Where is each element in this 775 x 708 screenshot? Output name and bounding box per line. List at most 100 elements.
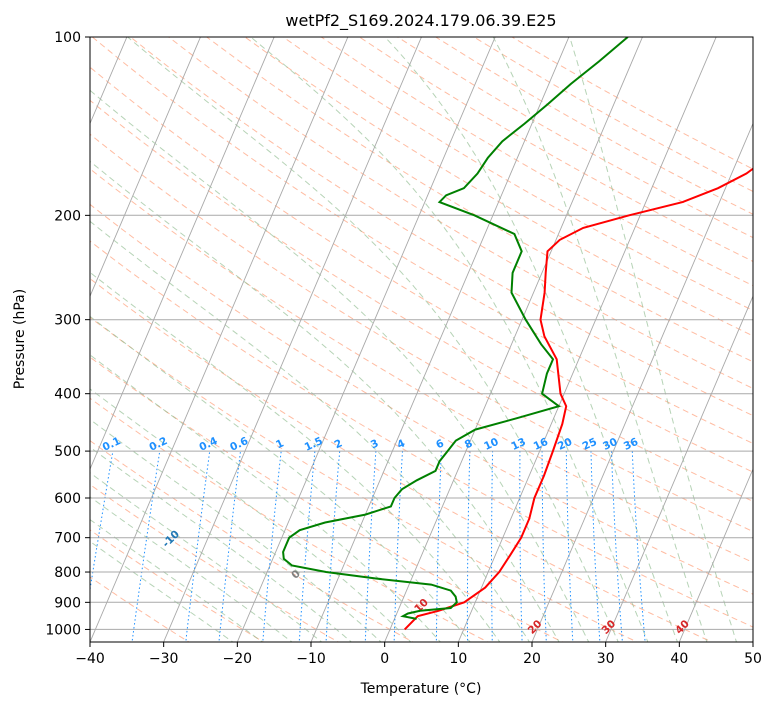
dry-adiabat [90, 278, 713, 642]
dry-adiabat [90, 397, 489, 642]
mixing-ratio-label: 10 [482, 436, 500, 453]
dry-adiabat-label: 20 [526, 618, 545, 637]
moist-adiabat [90, 354, 442, 642]
mixing-ratio-line [491, 451, 494, 642]
mixing-ratio-label: 1 [274, 437, 286, 451]
moist-adiabat [90, 160, 560, 642]
dry-adiabat [90, 133, 753, 533]
moist-adiabat [384, 37, 678, 642]
mixing-ratio-line [435, 451, 442, 642]
dry-adiabat [244, 37, 753, 337]
mixing-ratio-line [90, 451, 114, 593]
mixing-ratio-line [565, 451, 574, 642]
dry-adiabat [435, 37, 753, 215]
isotherm-line [90, 37, 201, 298]
dry-adiabat-label: -10 [160, 528, 182, 550]
moist-adiabat [90, 472, 323, 642]
y-tick-label: 800 [54, 565, 81, 581]
x-tick-label: 50 [744, 651, 762, 667]
mixing-ratio-line [262, 451, 282, 642]
isotherm-line [90, 37, 275, 471]
moist-adiabat [90, 315, 471, 642]
isotherm-line [605, 295, 753, 642]
y-tick-label: 500 [54, 444, 81, 460]
dry-adiabat [90, 203, 753, 595]
mixing-ratio-label: 25 [581, 436, 599, 453]
y-tick-label: 700 [54, 531, 81, 547]
isotherm-line [457, 37, 717, 642]
dry-adiabat-label: 30 [599, 618, 618, 637]
dry-adiabat [359, 37, 753, 263]
x-tick-label: 20 [523, 651, 541, 667]
x-axis: −40 −30 −20 −10 0 10 20 30 40 50 [75, 642, 762, 667]
moist-adiabat [90, 271, 501, 642]
x-tick-label: −20 [223, 651, 253, 667]
mixing-ratio-label: 8 [463, 437, 475, 451]
dry-adiabat [320, 37, 753, 287]
mixing-ratio-label: 13 [509, 436, 527, 453]
mixing-ratio-line [364, 451, 377, 642]
dry-adiabat [90, 240, 753, 628]
mixing-ratio-line [185, 451, 211, 642]
y-axis-label: Pressure (hPa) [12, 289, 28, 389]
moist-adiabat [492, 37, 708, 642]
x-tick-label: −40 [75, 651, 105, 667]
dry-adiabat [90, 168, 753, 563]
moist-adiabat [90, 418, 382, 642]
isotherm-line [384, 37, 643, 642]
isotherm-line [752, 640, 753, 642]
temperature-profile [403, 167, 753, 631]
moist-adiabat [90, 220, 531, 642]
mixing-ratio-line [393, 451, 403, 642]
dry-adiabat [91, 37, 753, 445]
mixing-ratio-line [590, 451, 601, 642]
mixing-ratio-label: 20 [556, 436, 574, 453]
y-tick-label: 900 [54, 595, 81, 611]
mixing-ratio-label: 30 [601, 436, 619, 453]
isopleth-labels: 0.1 0.2 0.4 0.6 1 1.5 2 3 4 6 8 10 13 16 20 25 30 36-1001… [101, 435, 692, 637]
mixing-ratio-label: 3 [369, 437, 381, 451]
y-tick-label: 200 [54, 208, 81, 224]
isotherm-line [236, 37, 496, 642]
x-axis-label: Temperature (°C) [360, 681, 482, 697]
moist-adiabat [250, 37, 649, 642]
dry-adiabat [90, 529, 265, 642]
dry-adiabat [282, 37, 753, 312]
y-tick-label: 300 [54, 313, 81, 329]
dewpoint-profile [282, 37, 629, 620]
isotherm-line [531, 122, 753, 642]
mixing-ratio-label: 36 [622, 436, 640, 453]
x-tick-label: 30 [597, 651, 615, 667]
mixing-ratio-line [466, 451, 471, 642]
y-axis: 100 200 300 400 500 600 700 800 900 1000 [45, 30, 90, 638]
mixing-ratio-line [541, 451, 547, 642]
mixing-ratio-line [218, 451, 241, 642]
dry-adiabat [206, 37, 753, 363]
isotherm-line [163, 37, 422, 642]
moist-adiabat [127, 37, 619, 642]
dry-adiabat-label: 40 [673, 618, 692, 637]
profiles [282, 37, 753, 631]
background-lines [0, 24, 753, 645]
x-tick-label: 40 [670, 651, 688, 667]
mixing-ratio-label: 16 [532, 436, 550, 453]
y-tick-label: 100 [54, 30, 81, 46]
moist-adiabat [90, 446, 353, 642]
dry-adiabat [90, 66, 753, 473]
moist-adiabat [90, 388, 412, 642]
isotherm-line [310, 37, 570, 642]
moist-adiabat [90, 496, 293, 642]
chart-title: wetPf2_S169.2024.179.06.39.E25 [285, 11, 556, 31]
isotherm-line [90, 37, 349, 642]
mixing-ratio-label: 6 [434, 437, 446, 451]
plot-frame [89, 36, 754, 643]
x-tick-label: 10 [449, 651, 467, 667]
y-tick-label: 1000 [45, 622, 81, 638]
dry-adiabat [90, 440, 414, 642]
isotherm-line [678, 467, 753, 642]
x-tick-label: −30 [149, 651, 179, 667]
mixing-ratio-line [131, 451, 161, 642]
isotherm-line [0, 24, 59, 645]
y-tick-label: 600 [54, 491, 81, 507]
